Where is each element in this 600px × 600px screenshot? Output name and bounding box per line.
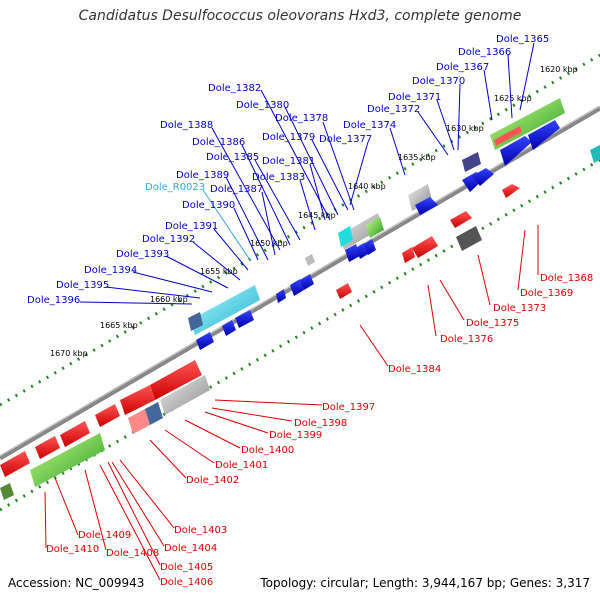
scale-label: 1665 kbp (100, 321, 138, 330)
gene-label: Dole_1381 (262, 156, 315, 167)
minus-strand-genes (0, 184, 520, 477)
scale-label: 1640 kbp (348, 182, 386, 191)
gene-label: Dole_1405 (160, 562, 213, 573)
gene-label: Dole_1367 (436, 62, 489, 73)
gene-label: Dole_1365 (496, 34, 549, 45)
rna-leader-line (202, 189, 251, 261)
gene-label: Dole_1368 (540, 273, 593, 284)
feature-block (128, 409, 150, 434)
gene-label: Dole_1380 (236, 100, 289, 111)
feature-block (456, 226, 482, 251)
gene-label: Dole_1389 (176, 170, 229, 181)
gene-label-rna: Dole_R0023 (145, 182, 205, 193)
gene-label: Dole_1384 (388, 364, 441, 375)
feature-block (0, 483, 14, 500)
scale-label: 1650 kbp (250, 239, 288, 248)
gc-skew-block (494, 126, 522, 146)
gene-label: Dole_1373 (493, 303, 546, 314)
gene-label: Dole_1372 (367, 104, 420, 115)
gene-label: Dole_1375 (466, 318, 519, 329)
gene-label: Dole_1390 (182, 200, 235, 211)
scale-label: 1625 kbp (494, 94, 532, 103)
genome-summary-text: Topology: circular; Length: 3,944,167 bp… (260, 576, 590, 590)
feature-block (30, 433, 105, 487)
gene-label: Dole_1369 (520, 288, 573, 299)
scale-label: 1670 kbp (50, 349, 88, 358)
gene-label: Dole_1386 (192, 137, 245, 148)
gene-label: Dole_1370 (412, 76, 465, 87)
gene-label: Dole_1387 (210, 184, 263, 195)
gene-label: Dole_1403 (174, 525, 227, 536)
gene-label: Dole_1378 (275, 113, 328, 124)
scale-label: 1630 kbp (446, 124, 484, 133)
gene-label: Dole_1409 (78, 530, 131, 541)
feature-block (188, 312, 203, 331)
gene-label: Dole_1382 (208, 83, 261, 94)
gene-label: Dole_1374 (343, 120, 396, 131)
feature-block (408, 184, 432, 211)
gene-label: Dole_1401 (215, 460, 268, 471)
accession-text: Accession: NC_009943 (8, 576, 145, 590)
scale-label: 1660 kbp (150, 295, 188, 304)
feature-block (305, 254, 315, 266)
feature-block (590, 145, 600, 163)
feature-block (462, 152, 481, 172)
feature-block (366, 217, 384, 238)
upper-leader-lines (79, 42, 535, 305)
gene-label: Dole_1400 (241, 445, 294, 456)
map-title: Candidatus Desulfococcus oleovorans Hxd3… (78, 8, 522, 24)
gene-label: Dole_1371 (388, 92, 441, 103)
gene-label: Dole_1404 (164, 543, 217, 554)
gene-label: Dole_1376 (440, 334, 493, 345)
lower-leader-lines (44, 225, 539, 581)
gene-label: Dole_1396 (27, 295, 80, 306)
gene-label: Dole_1379 (262, 132, 315, 143)
gene-label: Dole_1398 (294, 418, 347, 429)
outer-tick-ring (0, 53, 600, 407)
gene-label: Dole_1394 (84, 265, 137, 276)
gene-label: Dole_1406 (160, 577, 213, 588)
gene-label: Dole_1383 (252, 172, 305, 183)
gene-label: Dole_1377 (319, 134, 372, 145)
gene-label: Dole_1410 (46, 544, 99, 555)
feature-block (160, 375, 210, 415)
gene-label: Dole_1408 (106, 548, 159, 559)
gene-label: Dole_1395 (56, 280, 109, 291)
gene-label: Dole_1393 (116, 249, 169, 260)
gene-label: Dole_1391 (165, 221, 218, 232)
gene-label: Dole_1385 (206, 152, 259, 163)
scale-label: 1635 kbp (398, 153, 436, 162)
feature-block (145, 402, 163, 425)
gene-label: Dole_1399 (269, 430, 322, 441)
gene-label: Dole_1397 (322, 402, 375, 413)
feature-block (190, 285, 260, 335)
scale-label: 1645 kbp (298, 211, 336, 220)
gene-label: Dole_1402 (186, 475, 239, 486)
scale-label: 1655 kbp (200, 267, 238, 276)
scale-label: 1620 kbp (540, 65, 578, 74)
gene-label: Dole_1366 (458, 47, 511, 58)
gene-label: Dole_1392 (142, 234, 195, 245)
gene-label: Dole_1388 (160, 120, 213, 131)
feature-block (338, 226, 353, 247)
plus-strand-genes (196, 120, 560, 350)
